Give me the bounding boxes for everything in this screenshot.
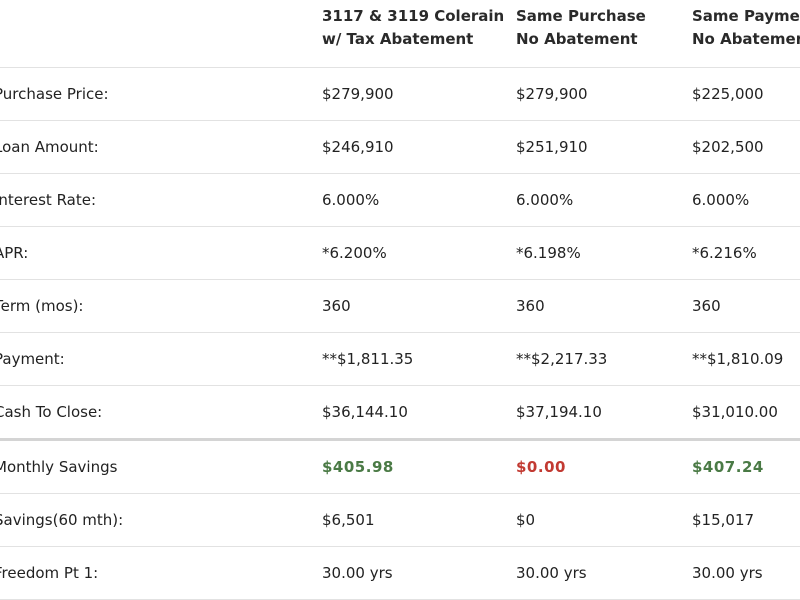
row-label: APR: [0,244,29,262]
row-savings-60-month: Savings(60 mth): $6,501 $0 $15,017 [0,494,800,547]
row-label: Purchase Price: [0,85,109,103]
cell-value: $279,900 [322,85,394,103]
cell-value: *6.216% [692,244,757,262]
savings-value-zero: $0.00 [516,458,566,476]
row-cash-to-close: Cash To Close: $36,144.10 $37,194.10 $31… [0,386,800,441]
cell-value: *6.198% [516,244,581,262]
column-header-line1: Same Purchase [516,7,646,25]
cell-value: 6.000% [692,191,750,209]
column-header-colerain-abatement: 3117 & 3119 Colerain w/ Tax Abatement [322,5,504,51]
cell-value: 30.00 yrs [516,564,587,582]
row-loan-amount: Loan Amount: $246,910 $251,910 $202,500 [0,121,800,174]
row-interest-rate: Interest Rate: 6.000% 6.000% 6.000% [0,174,800,227]
row-label: Monthly Savings [0,458,118,476]
savings-value-positive: $407.24 [692,458,764,476]
savings-value-positive: $405.98 [322,458,394,476]
table-header: 3117 & 3119 Colerain w/ Tax Abatement Sa… [0,0,800,68]
cell-value: $15,017 [692,511,755,529]
cell-value: $31,010.00 [692,403,778,421]
column-header-same-payment: Same Payment No Abatement [692,5,800,51]
cell-value: $6,501 [322,511,375,529]
row-label: Interest Rate: [0,191,97,209]
row-payment: Payment: **$1,811.35 **$2,217.33 **$1,81… [0,333,800,386]
column-header-same-purchase: Same Purchase No Abatement [516,5,646,51]
cell-value: 360 [322,297,351,315]
row-freedom-point: Freedom Pt 1: 30.00 yrs 30.00 yrs 30.00 … [0,547,800,600]
cell-value: $36,144.10 [322,403,408,421]
cell-value: 360 [692,297,721,315]
row-monthly-savings: Monthly Savings $405.98 $0.00 $407.24 [0,441,800,494]
row-label: Payment: [0,350,65,368]
cell-value: $251,910 [516,138,588,156]
cell-value: 6.000% [322,191,380,209]
row-label: Freedom Pt 1: [0,564,99,582]
row-label: Loan Amount: [0,138,99,156]
cell-value: $279,900 [516,85,588,103]
cell-value: **$1,811.35 [322,350,414,368]
row-apr: APR: *6.200% *6.198% *6.216% [0,227,800,280]
column-header-line1: 3117 & 3119 Colerain [322,7,505,25]
column-header-line2: No Abatement [692,30,800,48]
row-term: Term (mos): 360 360 360 [0,280,800,333]
row-label: Term (mos): [0,297,84,315]
cell-value: $246,910 [322,138,394,156]
cell-value: **$1,810.09 [692,350,784,368]
cell-value: $37,194.10 [516,403,602,421]
cell-value: **$2,217.33 [516,350,608,368]
row-purchase-price: Purchase Price: $279,900 $279,900 $225,0… [0,68,800,121]
row-label: Savings(60 mth): [0,511,124,529]
row-label: Cash To Close: [0,403,103,421]
cell-value: 30.00 yrs [692,564,763,582]
cell-value: 30.00 yrs [322,564,393,582]
column-header-line2: w/ Tax Abatement [322,30,474,48]
cell-value: *6.200% [322,244,387,262]
column-header-line1: Same Payment [692,7,800,25]
cell-value: 6.000% [516,191,574,209]
column-header-line2: No Abatement [516,30,638,48]
cell-value: $225,000 [692,85,764,103]
cell-value: 360 [516,297,545,315]
cell-value: $0 [516,511,536,529]
cell-value: $202,500 [692,138,764,156]
